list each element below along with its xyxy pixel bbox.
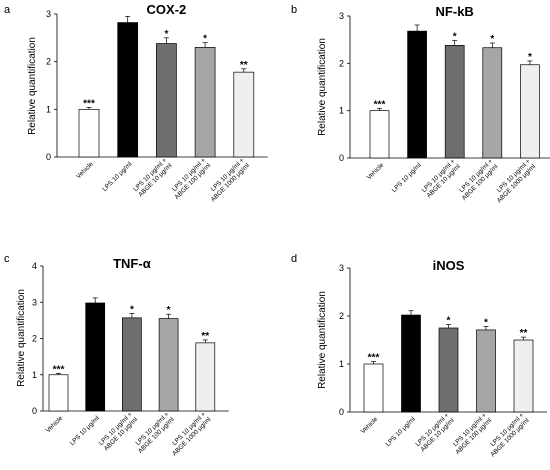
- significance-label: *: [528, 52, 532, 63]
- significance-label: *: [447, 316, 451, 327]
- y-tick-label: 3: [46, 9, 51, 19]
- y-tick-label: 3: [339, 11, 344, 21]
- bar: [482, 47, 503, 159]
- x-tick-label: LPS 10 μg/ml: [101, 161, 133, 193]
- y-tick-label: 1: [339, 106, 344, 116]
- bar: [156, 43, 177, 158]
- chart-title: COX-2: [147, 2, 187, 17]
- x-tick-label: LPS 10 μg/ml +ABGE 1000 μg/ml: [484, 412, 531, 459]
- y-tick-label: 0: [339, 407, 344, 417]
- significance-label: ***: [53, 364, 65, 375]
- panel-letter: d: [291, 253, 297, 265]
- y-tick-label: 2: [339, 311, 344, 321]
- bar: [444, 44, 465, 159]
- y-tick-label: 0: [32, 406, 37, 416]
- bar: [158, 318, 179, 412]
- significance-label: *: [203, 34, 207, 45]
- x-tick-label: LPS 10 μg/ml +ABGE 1000 μg/ml: [205, 157, 252, 204]
- significance-label: *: [164, 29, 168, 40]
- y-tick-label: 3: [32, 297, 37, 307]
- x-tick-label: Vehicle: [45, 415, 65, 435]
- y-tick-label: 0: [339, 153, 344, 163]
- chart-title: NF-kB: [436, 4, 474, 19]
- chart-title: iNOS: [433, 258, 465, 273]
- x-tick-label: Vehicle: [360, 416, 380, 436]
- bar: [233, 71, 255, 158]
- significance-label: *: [484, 318, 488, 329]
- bar: [513, 339, 534, 413]
- bar: [438, 327, 459, 413]
- x-tick-label: LPS 10 μg/ml: [391, 162, 423, 194]
- significance-label: *: [453, 32, 457, 43]
- significance-label: **: [240, 60, 248, 71]
- bar: [369, 110, 390, 159]
- y-axis-label: Relative quantification: [317, 38, 328, 136]
- bar: [520, 64, 540, 159]
- y-tick-label: 2: [46, 57, 51, 67]
- x-tick-label: LPS 10 μg/ml +ABGE 100 μg/ml: [456, 158, 500, 202]
- x-tick-label: Vehicle: [75, 161, 95, 181]
- significance-label: *: [167, 305, 171, 316]
- bar: [195, 342, 216, 412]
- x-tick-label: LPS 10 μg/ml +ABGE 1000 μg/ml: [491, 158, 538, 205]
- x-tick-label: LPS 10 μg/ml: [69, 415, 101, 447]
- x-tick-label: LPS 10 μg/ml +ABGE 10 μg/ml: [132, 157, 174, 199]
- y-tick-label: 2: [32, 334, 37, 344]
- bar: [117, 22, 139, 158]
- significance-label: ***: [83, 98, 95, 109]
- y-tick-label: 0: [46, 152, 51, 162]
- x-tick-label: LPS 10 μg/ml: [385, 416, 417, 448]
- chart-title: TNF-α: [113, 256, 151, 271]
- y-tick-label: 2: [339, 58, 344, 68]
- x-tick-label: LPS 10 μg/ml +ABGE 100 μg/ml: [449, 412, 493, 456]
- x-tick-label: LPS 10 μg/ml +ABGE 100 μg/ml: [168, 157, 212, 201]
- bar: [48, 374, 69, 412]
- significance-label: ***: [374, 99, 386, 110]
- y-tick-label: 1: [32, 370, 37, 380]
- y-tick-label: 1: [46, 104, 51, 114]
- y-axis-label: Relative quantification: [16, 289, 27, 387]
- panel-letter: a: [4, 4, 11, 16]
- significance-label: **: [201, 331, 209, 342]
- y-tick-label: 3: [339, 263, 344, 273]
- x-tick-label: Vehicle: [366, 162, 386, 182]
- bar: [194, 47, 216, 158]
- significance-label: *: [490, 34, 494, 45]
- bar: [407, 30, 427, 159]
- x-tick-label: LPS 10 μg/ml +ABGE 100 μg/ml: [132, 411, 176, 455]
- x-tick-label: LPS 10 μg/ml +ABGE 10 μg/ml: [420, 158, 462, 200]
- bar: [85, 302, 106, 412]
- bar: [476, 329, 496, 413]
- significance-label: ***: [368, 353, 380, 364]
- bar: [363, 363, 384, 413]
- bar: [401, 314, 421, 413]
- bar: [78, 108, 100, 158]
- y-axis-label: Relative quantification: [27, 37, 38, 135]
- y-tick-label: 1: [339, 359, 344, 369]
- x-tick-label: LPS 10 μg/ml +ABGE 10 μg/ml: [98, 411, 140, 453]
- significance-label: *: [130, 304, 134, 315]
- significance-label: **: [520, 328, 528, 339]
- panel-letter: b: [291, 4, 297, 16]
- x-tick-label: LPS 10 μg/ml +ABGE 10 μg/ml: [414, 412, 456, 454]
- y-axis-label: Relative quantification: [317, 291, 328, 389]
- panel-letter: c: [4, 253, 10, 265]
- y-tick-label: 4: [32, 261, 37, 271]
- bar: [122, 317, 142, 412]
- x-tick-label: LPS 10 μg/ml +ABGE 1000 μg/ml: [166, 411, 213, 458]
